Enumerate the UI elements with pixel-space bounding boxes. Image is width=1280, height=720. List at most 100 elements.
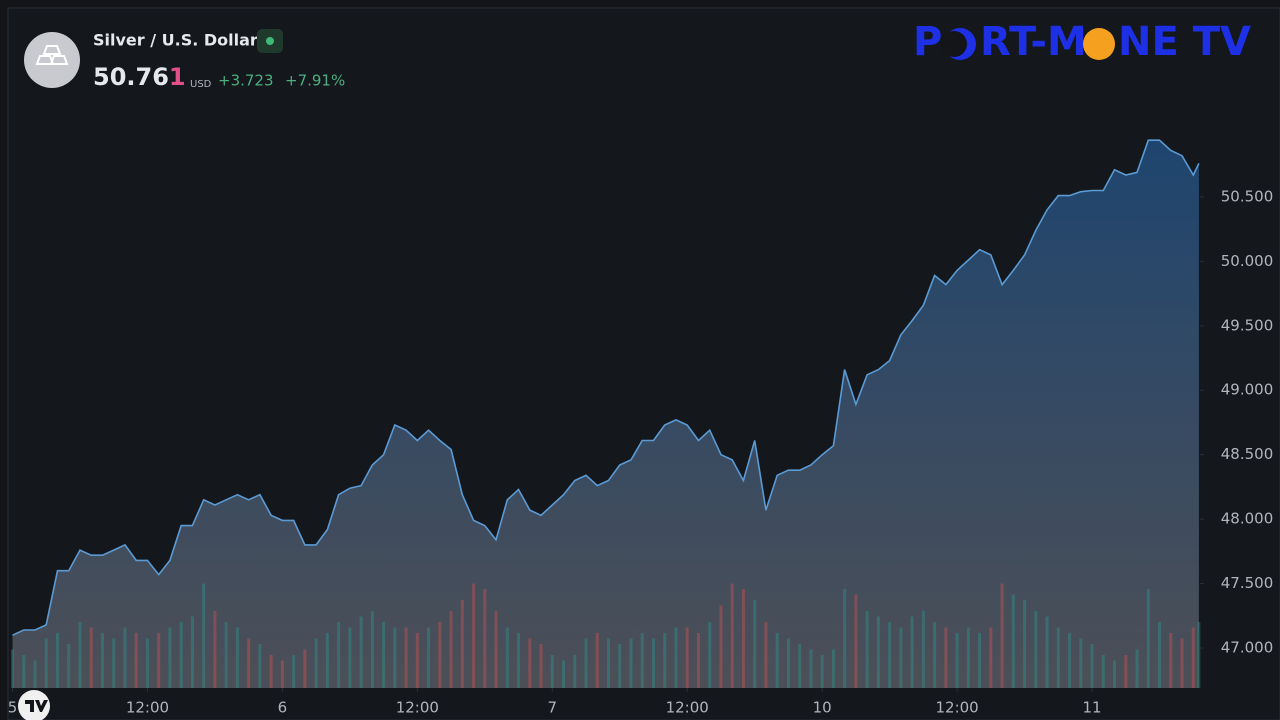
x-tick-label: 10 <box>813 699 832 717</box>
volume-bar <box>910 616 914 688</box>
volume-bar <box>325 633 329 688</box>
volume-bar <box>1124 655 1128 688</box>
volume-bar <box>55 633 59 688</box>
volume-bar <box>1191 627 1195 688</box>
volume-bar <box>1068 633 1072 688</box>
volume-bar <box>370 611 374 688</box>
volume-bar <box>1000 583 1004 688</box>
volume-bar <box>247 638 251 688</box>
volume-bar <box>1113 660 1117 688</box>
volume-bar <box>292 655 296 688</box>
volume-bar <box>112 638 116 688</box>
volume-bar <box>22 655 26 688</box>
x-tick-label: 12:00 <box>126 699 169 717</box>
volume-bar <box>1146 589 1150 688</box>
volume-bar <box>809 649 813 688</box>
tv-logo <box>18 690 50 720</box>
volume-bar <box>955 633 959 688</box>
x-tick-label: 12:00 <box>935 699 978 717</box>
volume-bar <box>640 633 644 688</box>
y-tick-label: 47.500 <box>1221 574 1274 592</box>
volume-bar <box>899 627 903 688</box>
volume-bar <box>505 627 509 688</box>
volume-bar <box>989 627 993 688</box>
volume-bar <box>685 627 689 688</box>
volume-bar <box>764 622 768 688</box>
volume-bar <box>651 638 655 688</box>
volume-bar <box>539 644 543 688</box>
volume-bar <box>888 622 892 688</box>
y-tick-label: 50.000 <box>1221 252 1274 270</box>
volume-bar <box>44 638 48 688</box>
volume-bar <box>674 627 678 688</box>
volume-bar <box>831 649 835 688</box>
volume-bar <box>123 627 127 688</box>
volume-bar <box>550 655 554 688</box>
volume-bar <box>921 611 925 688</box>
symbol-title: Silver / U.S. Dollar <box>93 31 258 50</box>
volume-bar <box>798 644 802 688</box>
volume-bar <box>1158 622 1162 688</box>
logo: P RT-M NE TV <box>913 19 1251 65</box>
area-fill <box>12 140 1199 688</box>
volume-bar <box>438 622 442 688</box>
volume-bar <box>190 616 194 688</box>
volume-bar <box>843 589 847 688</box>
logo-part: RT-M <box>980 19 1087 65</box>
volume-bar <box>337 622 341 688</box>
volume-bar <box>393 627 397 688</box>
volume-bar <box>730 583 734 688</box>
volume-bar <box>89 627 93 688</box>
y-tick-label: 48.500 <box>1221 445 1274 463</box>
volume-bar <box>100 633 104 688</box>
volume-bar <box>427 627 431 688</box>
plot: 47.000 47.500 48.000 48.500 49.000 49.500 50.0… <box>8 139 1274 717</box>
volume-bar <box>606 638 610 688</box>
volume-bar <box>1135 649 1139 688</box>
volume-bar <box>415 633 419 688</box>
volume-bar <box>663 633 667 688</box>
volume-bar <box>933 622 937 688</box>
volume-bar <box>944 627 948 688</box>
volume-bar <box>595 633 599 688</box>
volume-bar <box>179 622 183 688</box>
volume-bar <box>1056 627 1060 688</box>
volume-bar <box>562 660 566 688</box>
volume-bar <box>618 644 622 688</box>
volume-bar <box>67 644 71 688</box>
volume-bar <box>584 638 588 688</box>
volume-bar <box>1011 594 1015 688</box>
y-tick-label: 49.000 <box>1221 381 1274 399</box>
volume-bar <box>978 633 982 688</box>
status-dot <box>266 37 274 45</box>
volume-bar <box>280 660 284 688</box>
volume-bar <box>348 627 352 688</box>
volume-bar <box>753 600 757 688</box>
volume-bar <box>629 638 633 688</box>
volume-bar <box>235 627 239 688</box>
y-tick-label: 48.000 <box>1221 510 1274 528</box>
change-pct: +7.91% <box>285 72 345 90</box>
symbol-icon <box>24 32 80 88</box>
y-tick-label: 49.500 <box>1221 316 1274 334</box>
volume-bar <box>78 622 82 688</box>
volume-bar <box>33 660 37 688</box>
price-last: 1 <box>169 63 186 91</box>
volume-bar <box>168 627 172 688</box>
volume-bar <box>303 649 307 688</box>
volume-bar <box>460 600 464 688</box>
volume-bar <box>213 611 217 688</box>
volume-bar <box>145 638 149 688</box>
volume-bar <box>494 611 498 688</box>
volume-bar <box>202 583 206 688</box>
volume-bar <box>314 638 318 688</box>
volume-bar <box>741 589 745 688</box>
volume-bar <box>1169 633 1173 688</box>
volume-bar <box>472 583 476 688</box>
y-tick-label: 50.500 <box>1221 187 1274 205</box>
volume-bar <box>269 655 273 688</box>
volume-bar <box>775 633 779 688</box>
x-tick-label: 12:00 <box>666 699 709 717</box>
